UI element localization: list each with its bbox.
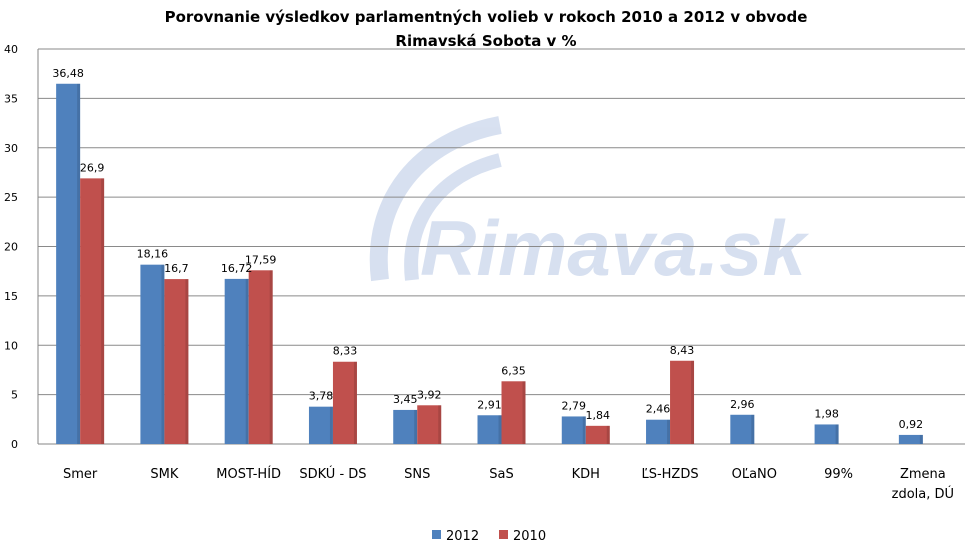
y-tick-label: 10 [4,339,18,352]
legend-swatch-2010 [499,530,508,539]
bar-2012 [477,415,502,444]
bar-shade [101,178,105,445]
data-label: 17,59 [245,253,277,266]
bar-2012 [898,434,923,444]
bar-shade [606,425,610,444]
data-label: 8,43 [670,344,695,357]
x-category-label: Smer [63,467,98,482]
bar-2012 [308,406,333,444]
x-category-label: SNS [404,467,430,482]
y-tick-label: 25 [4,191,18,204]
bar-shade [691,360,695,444]
bar-shade [919,434,923,444]
y-tick-label: 40 [4,43,18,56]
data-label: 16,7 [164,262,189,275]
bar-2012 [140,264,165,444]
bar-2010 [585,425,610,444]
x-category-label: SaS [489,467,513,482]
bar-shade [522,381,526,444]
bar-2010 [80,178,105,445]
data-label: 18,16 [137,248,169,261]
y-tick-label: 15 [4,290,18,303]
data-label: 26,9 [80,161,105,174]
bar-shade [185,279,189,444]
x-category-label: SDKÚ - DS [299,466,366,482]
x-category-label: Zmena [900,467,946,482]
bar-shade [582,416,586,444]
legend: 2012 2010 [432,529,546,544]
bar-shade [329,406,333,444]
data-label: 1,98 [814,407,839,420]
data-label: 0,92 [899,418,924,431]
data-label: 8,33 [333,345,358,358]
x-category-label: SMK [150,467,178,482]
x-category-label: 99% [824,467,853,482]
rimava-watermark-logo: Rimava.sk [369,116,810,292]
legend-swatch-2012 [432,530,441,539]
bar-2010 [417,405,442,444]
bar-2010 [164,279,189,444]
bar-2010 [670,360,695,444]
data-label: 3,92 [417,388,442,401]
y-tick-label: 30 [4,142,18,155]
data-label: 36,48 [52,67,84,80]
bar-shade [77,83,81,444]
y-tick-label: 20 [4,241,18,254]
y-tick-label: 5 [11,389,18,402]
bar-shade [269,270,273,444]
data-label: 16,72 [221,262,253,275]
x-category-label: OĽaNO [732,467,777,482]
x-category-label: zdola, DÚ [892,486,954,502]
data-label: 3,45 [393,393,418,406]
svg-text:Rimava.sk: Rimava.sk [420,204,810,292]
bar-2012 [393,409,418,444]
x-category-label: KDH [572,467,600,482]
data-label: 2,79 [562,399,587,412]
bar-2010 [248,270,273,444]
bar-shade [353,361,357,444]
bar-2012 [814,424,839,444]
bar-shade [414,409,418,444]
data-label: 2,91 [477,398,502,411]
x-category-label: MOST-HÍD [216,466,281,482]
bar-2012 [730,414,755,444]
bar-shade [498,415,502,444]
chart-title-line-1: Porovnanie výsledkov parlamentných volie… [165,8,808,26]
y-tick-label: 0 [11,438,18,451]
bar-shade [667,419,671,444]
data-label: 2,46 [646,403,671,416]
bar-2010 [501,381,526,444]
bar-2012 [56,83,81,444]
bar-2012 [224,278,249,444]
y-tick-label: 35 [4,92,18,105]
bar-2012 [561,416,586,444]
bar-2010 [332,361,357,444]
data-label: 6,35 [501,364,526,377]
data-label: 3,78 [309,390,334,403]
bar-shade [835,424,839,444]
bar-shade [438,405,442,444]
data-label: 2,96 [730,398,755,411]
x-category-label: ĽS-HZDS [641,467,698,482]
bar-shade [751,414,755,444]
bar-2012 [646,419,671,444]
data-label: 1,84 [586,409,611,422]
legend-label: 2012 [446,529,479,544]
bar-shade [245,278,249,444]
chart-title-line-2: Rimavská Sobota v % [395,32,576,50]
legend-label: 2010 [513,529,546,544]
bar-shade [161,264,165,444]
